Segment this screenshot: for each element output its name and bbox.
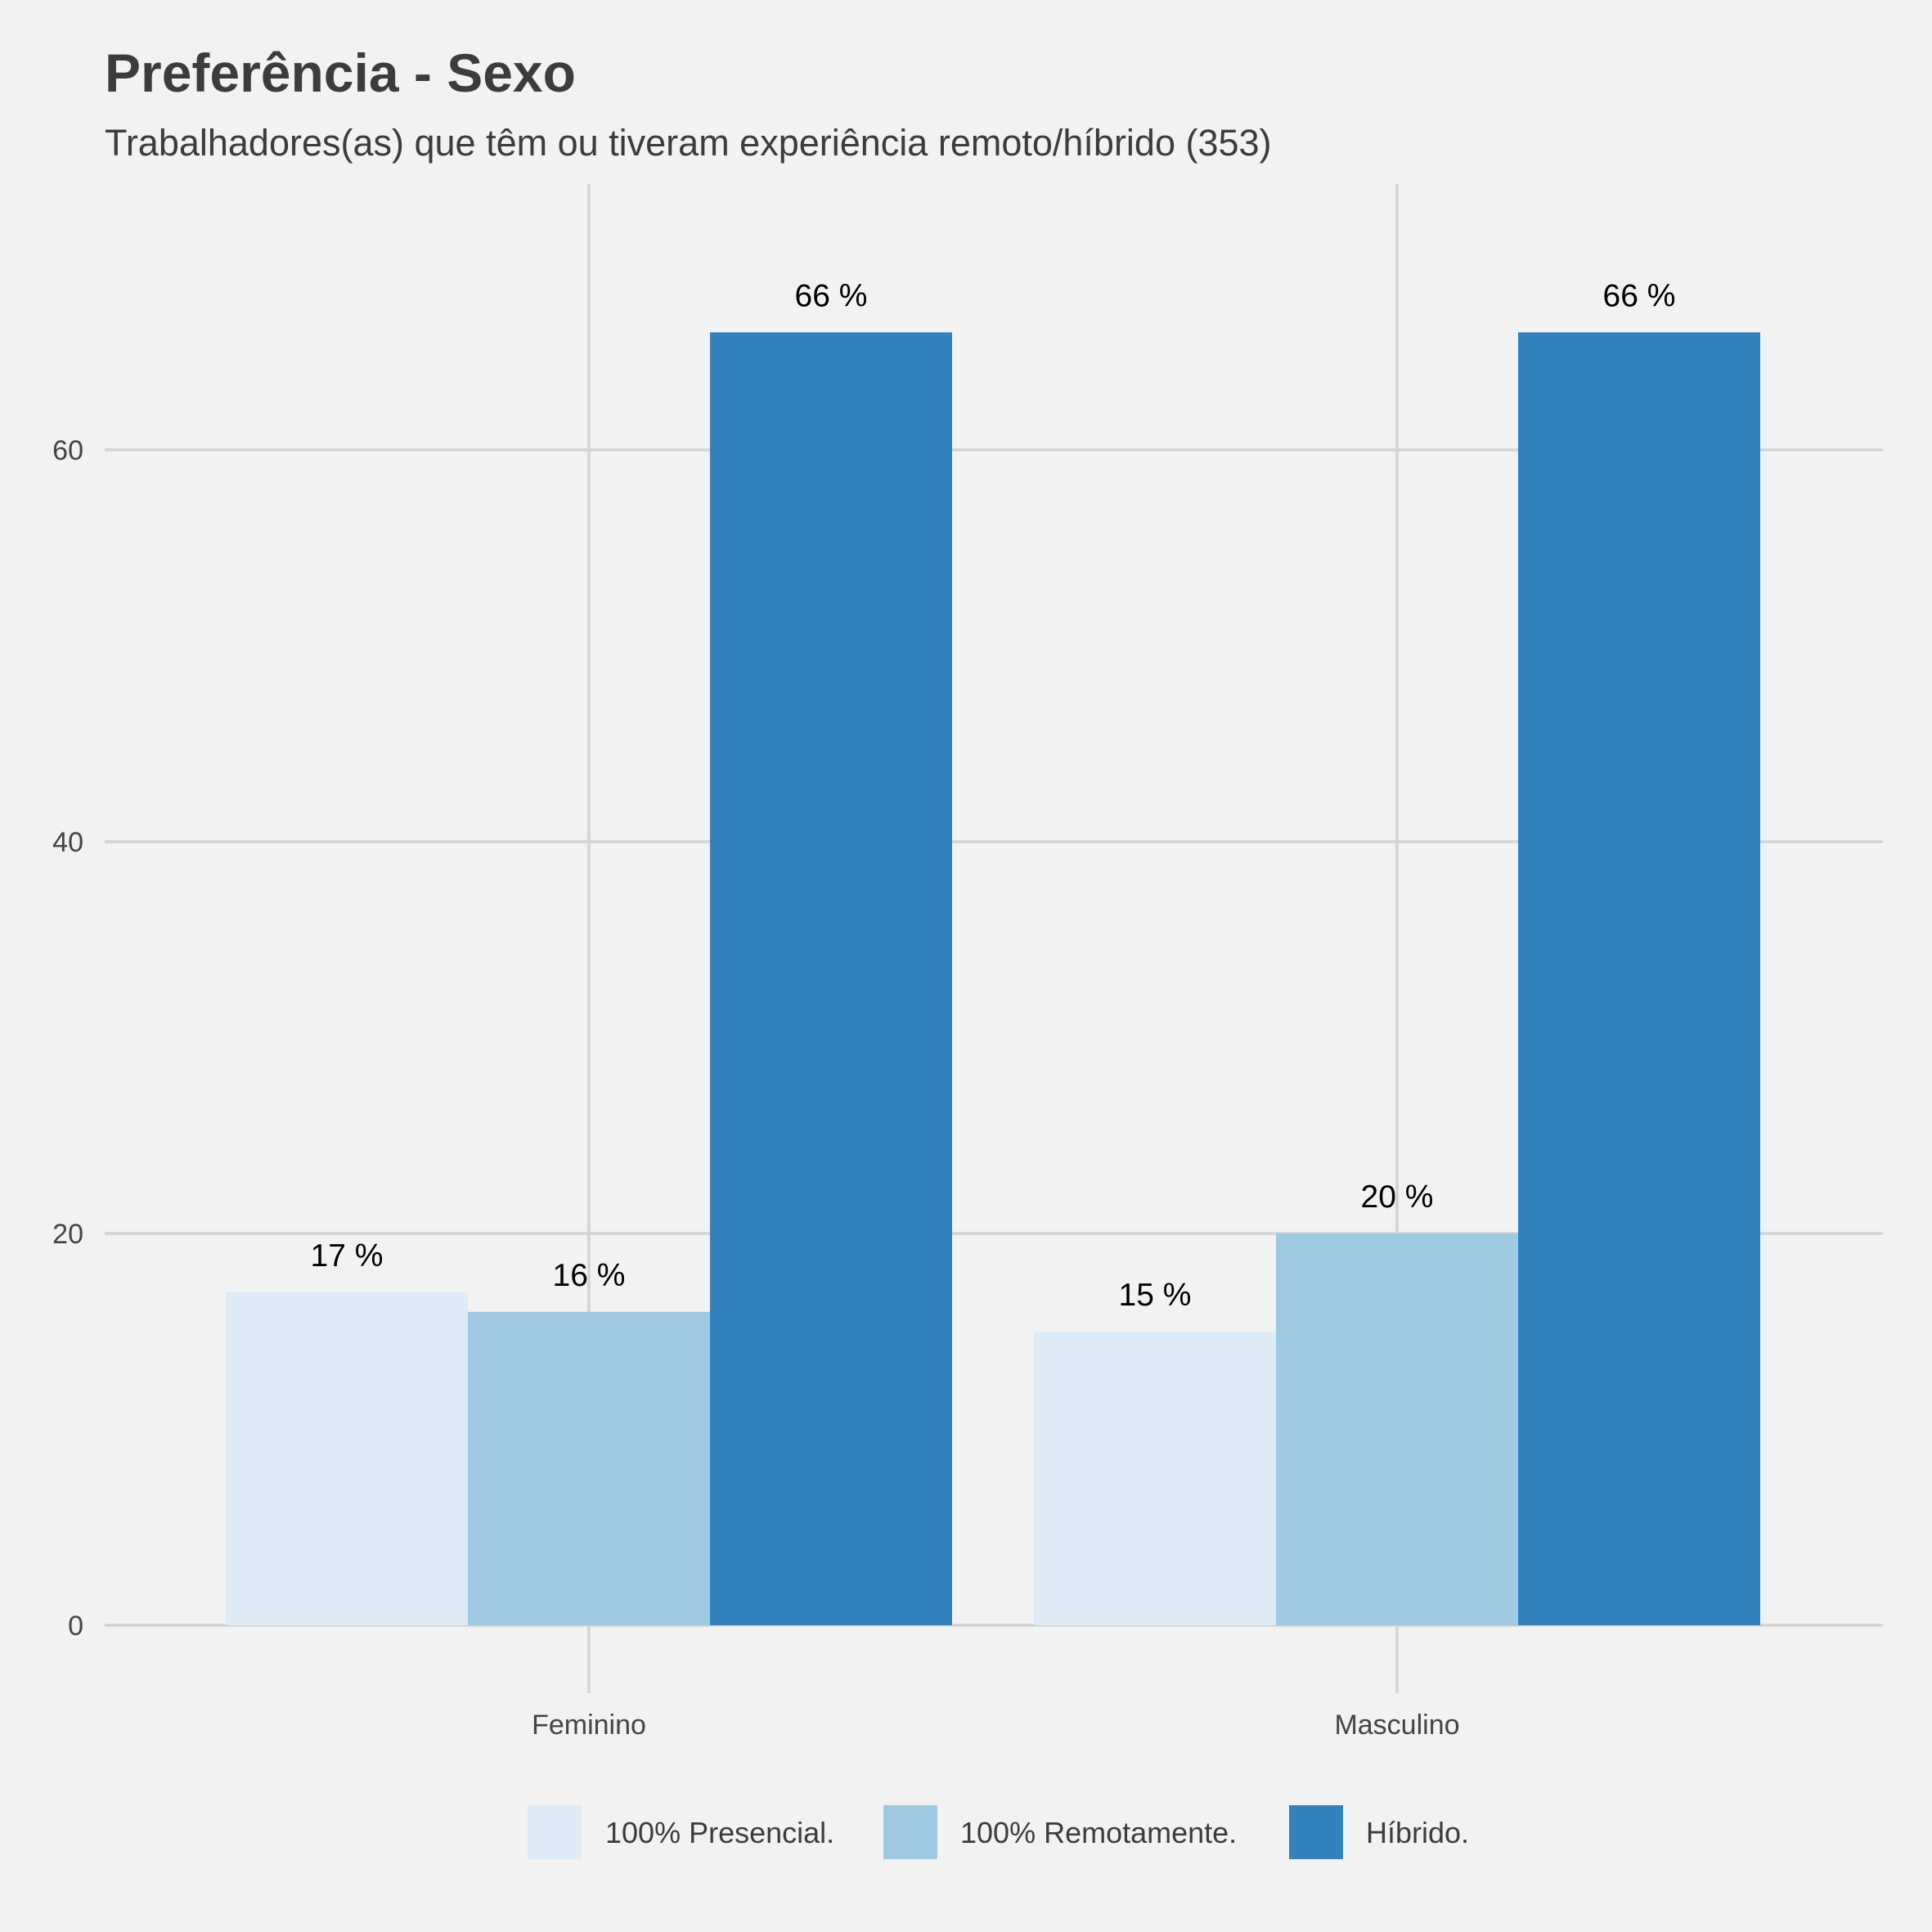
legend-swatch: [528, 1805, 582, 1859]
data-label: 15 %: [1119, 1278, 1192, 1313]
bar: [1518, 332, 1760, 1625]
data-label: 16 %: [553, 1258, 626, 1293]
x-tick-label: Masculino: [1334, 1710, 1459, 1741]
x-tick-label: Feminino: [532, 1710, 646, 1741]
bar: [710, 332, 952, 1625]
bar: [468, 1311, 710, 1625]
legend-label: 100% Presencial.: [605, 1816, 834, 1849]
y-tick-label: 40: [52, 827, 83, 858]
chart-subtitle: Trabalhadores(as) que têm ou tiveram exp…: [105, 122, 1272, 164]
legend-label: 100% Remotamente.: [960, 1816, 1237, 1849]
data-label: 66 %: [1603, 278, 1676, 313]
data-label: 17 %: [311, 1238, 384, 1274]
data-labels: 17 % 15 % 16 % 20 % 66 % 66 %: [311, 278, 1676, 1312]
data-label: 20 %: [1361, 1179, 1434, 1215]
y-tick-label: 0: [68, 1611, 83, 1642]
legend-swatch: [1289, 1805, 1343, 1859]
chart-title: Preferência - Sexo: [105, 43, 576, 103]
bar: [1276, 1233, 1518, 1625]
bar: [1034, 1331, 1276, 1625]
y-tick-label: 20: [52, 1219, 83, 1250]
y-tick-label: 60: [52, 435, 83, 466]
axes: 0 20 40 60 Feminino Masculino: [52, 435, 1459, 1741]
legend-swatch: [883, 1805, 937, 1859]
bars: [226, 332, 1760, 1625]
bar: [226, 1292, 468, 1625]
legend: 100% Presencial. 100% Remotamente. Híbrido…: [528, 1805, 1469, 1859]
legend-label: Híbrido.: [1366, 1816, 1469, 1849]
data-label: 66 %: [795, 278, 868, 313]
